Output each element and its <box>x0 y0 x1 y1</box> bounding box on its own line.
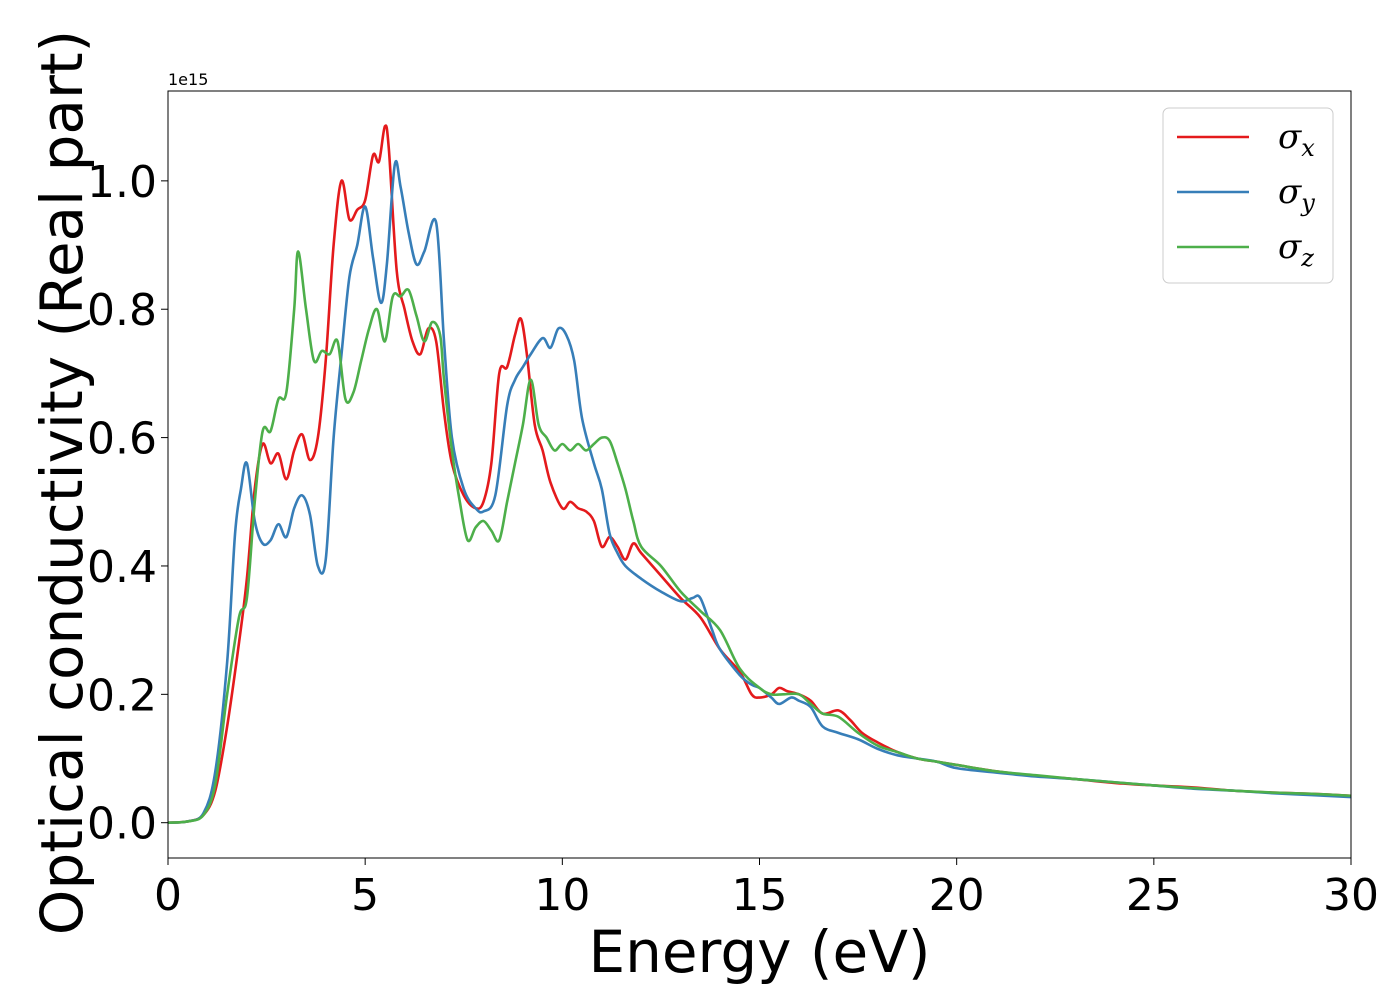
legend-label-x: σx <box>1278 117 1315 162</box>
x-tick-label: 0 <box>154 870 182 921</box>
legend-box <box>1162 107 1334 284</box>
series-line-y <box>168 160 1351 824</box>
y-tick-label: 0.8 <box>87 285 157 336</box>
x-axis-label: Energy (eV) <box>588 918 930 986</box>
x-tick-label: 30 <box>1323 870 1379 921</box>
legend: σx σy σz <box>1162 107 1334 284</box>
y-tick-label: 0.4 <box>87 542 157 593</box>
series-line-z <box>168 250 1351 824</box>
x-tick-label: 25 <box>1126 870 1182 921</box>
series-line-x <box>168 124 1351 824</box>
series-layer <box>168 124 1351 824</box>
y-tick-label: 0.2 <box>87 670 157 721</box>
x-axis: 0 5 10 15 20 25 30 <box>154 858 1379 921</box>
legend-label-y: σy <box>1278 172 1315 217</box>
y-tick-label: 0.6 <box>87 414 157 465</box>
legend-label-z: σz <box>1278 227 1314 272</box>
y-axis-label: Optical conductivity (Real part) <box>28 30 96 935</box>
x-tick-label: 15 <box>732 870 788 921</box>
x-tick-label: 20 <box>929 870 985 921</box>
y-offset-label: 1e15 <box>168 70 208 89</box>
x-tick-label: 5 <box>351 870 379 921</box>
y-tick-label: 1.0 <box>87 157 157 208</box>
x-tick-label: 10 <box>534 870 590 921</box>
y-tick-label: 0.0 <box>87 799 157 850</box>
y-axis: 0.0 0.2 0.4 0.6 0.8 1.0 <box>87 157 168 850</box>
